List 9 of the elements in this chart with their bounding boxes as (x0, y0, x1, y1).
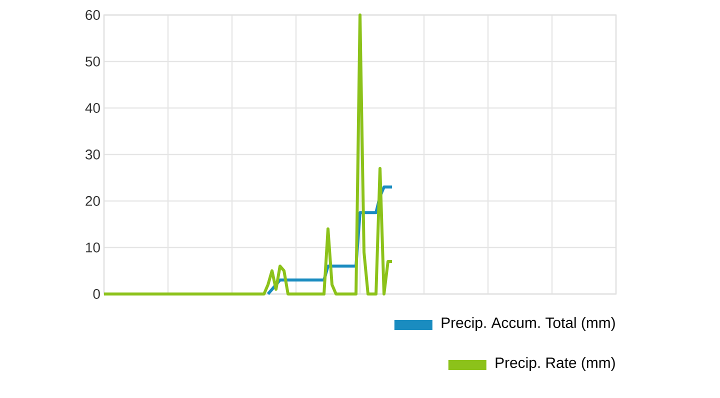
legend-label: Precip. Rate (mm) (496, 357, 615, 371)
y-tick-label: 10 (86, 242, 100, 252)
y-tick-label: 20 (86, 196, 100, 206)
y-tick-label: 30 (86, 150, 100, 160)
y-tick-label: 60 (86, 10, 100, 20)
y-tick-label: 40 (85, 103, 100, 113)
legend-label: Precip. Accum. Total (mm) (442, 317, 615, 331)
y-tick-label: 50 (86, 56, 100, 66)
y-tick-label: 0 (93, 289, 100, 299)
